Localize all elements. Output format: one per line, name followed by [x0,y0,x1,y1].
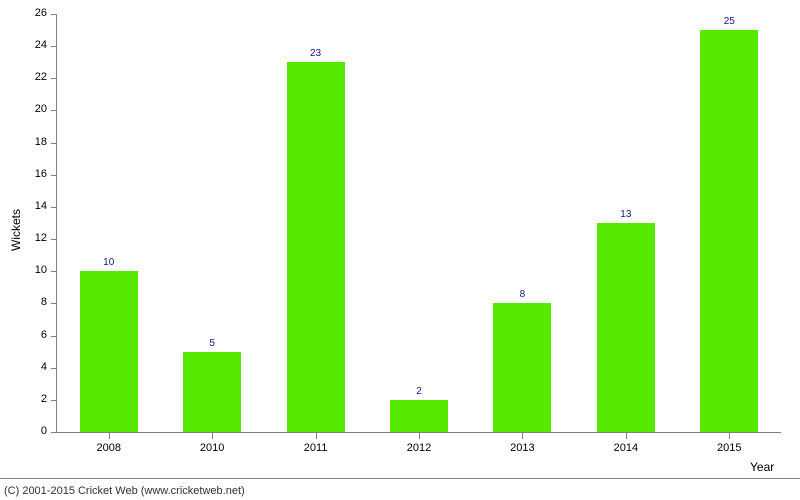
x-tick-mark [419,433,420,439]
x-tick-label: 2015 [717,442,741,454]
y-tick-label: 24 [23,39,47,51]
y-tick-mark [51,400,57,401]
y-tick-mark [51,239,57,240]
bar [183,352,241,432]
bar [597,223,655,432]
y-tick-mark [51,143,57,144]
x-tick-mark [316,433,317,439]
x-tick-label: 2010 [200,442,224,454]
bar [493,303,551,432]
bar-value-label: 8 [520,289,526,300]
x-tick-mark [212,433,213,439]
x-tick-label: 2014 [614,442,638,454]
y-tick-label: 2 [23,393,47,405]
y-tick-mark [51,46,57,47]
bar-value-label: 2 [416,386,422,397]
y-tick-mark [51,14,57,15]
bar-value-label: 13 [620,209,631,220]
y-tick-mark [51,336,57,337]
x-axis-title: Year [750,460,774,474]
y-tick-mark [51,110,57,111]
y-tick-label: 0 [23,425,47,437]
x-tick-mark [109,433,110,439]
y-tick-label: 10 [23,264,47,276]
y-tick-label: 12 [23,232,47,244]
y-tick-label: 18 [23,136,47,148]
bar-value-label: 25 [724,16,735,27]
y-tick-mark [51,207,57,208]
y-tick-mark [51,368,57,369]
x-tick-mark [729,433,730,439]
y-tick-mark [51,175,57,176]
y-tick-mark [51,271,57,272]
y-tick-label: 22 [23,71,47,83]
x-tick-label: 2012 [407,442,431,454]
bar-value-label: 5 [209,338,215,349]
y-tick-mark [51,432,57,433]
y-tick-label: 20 [23,103,47,115]
x-tick-label: 2008 [96,442,120,454]
chart-container: 0246810121416182022242620081020105201123… [0,0,800,500]
y-tick-mark [51,78,57,79]
y-axis-title: Wickets [9,209,23,251]
bar [287,62,345,432]
y-tick-label: 4 [23,361,47,373]
x-tick-label: 2011 [304,442,328,454]
x-tick-label: 2013 [510,442,534,454]
x-tick-mark [626,433,627,439]
y-tick-label: 6 [23,329,47,341]
bar-value-label: 10 [103,257,114,268]
y-tick-label: 26 [23,7,47,19]
footer-text: (C) 2001-2015 Cricket Web (www.cricketwe… [4,485,245,497]
x-tick-mark [522,433,523,439]
bar [80,271,138,432]
y-tick-mark [51,303,57,304]
bar [700,30,758,432]
bar [390,400,448,432]
plot-area: 0246810121416182022242620081020105201123… [56,14,781,433]
y-tick-label: 16 [23,168,47,180]
y-tick-label: 8 [23,296,47,308]
y-tick-label: 14 [23,200,47,212]
bar-value-label: 23 [310,48,321,59]
footer: (C) 2001-2015 Cricket Web (www.cricketwe… [0,478,800,500]
